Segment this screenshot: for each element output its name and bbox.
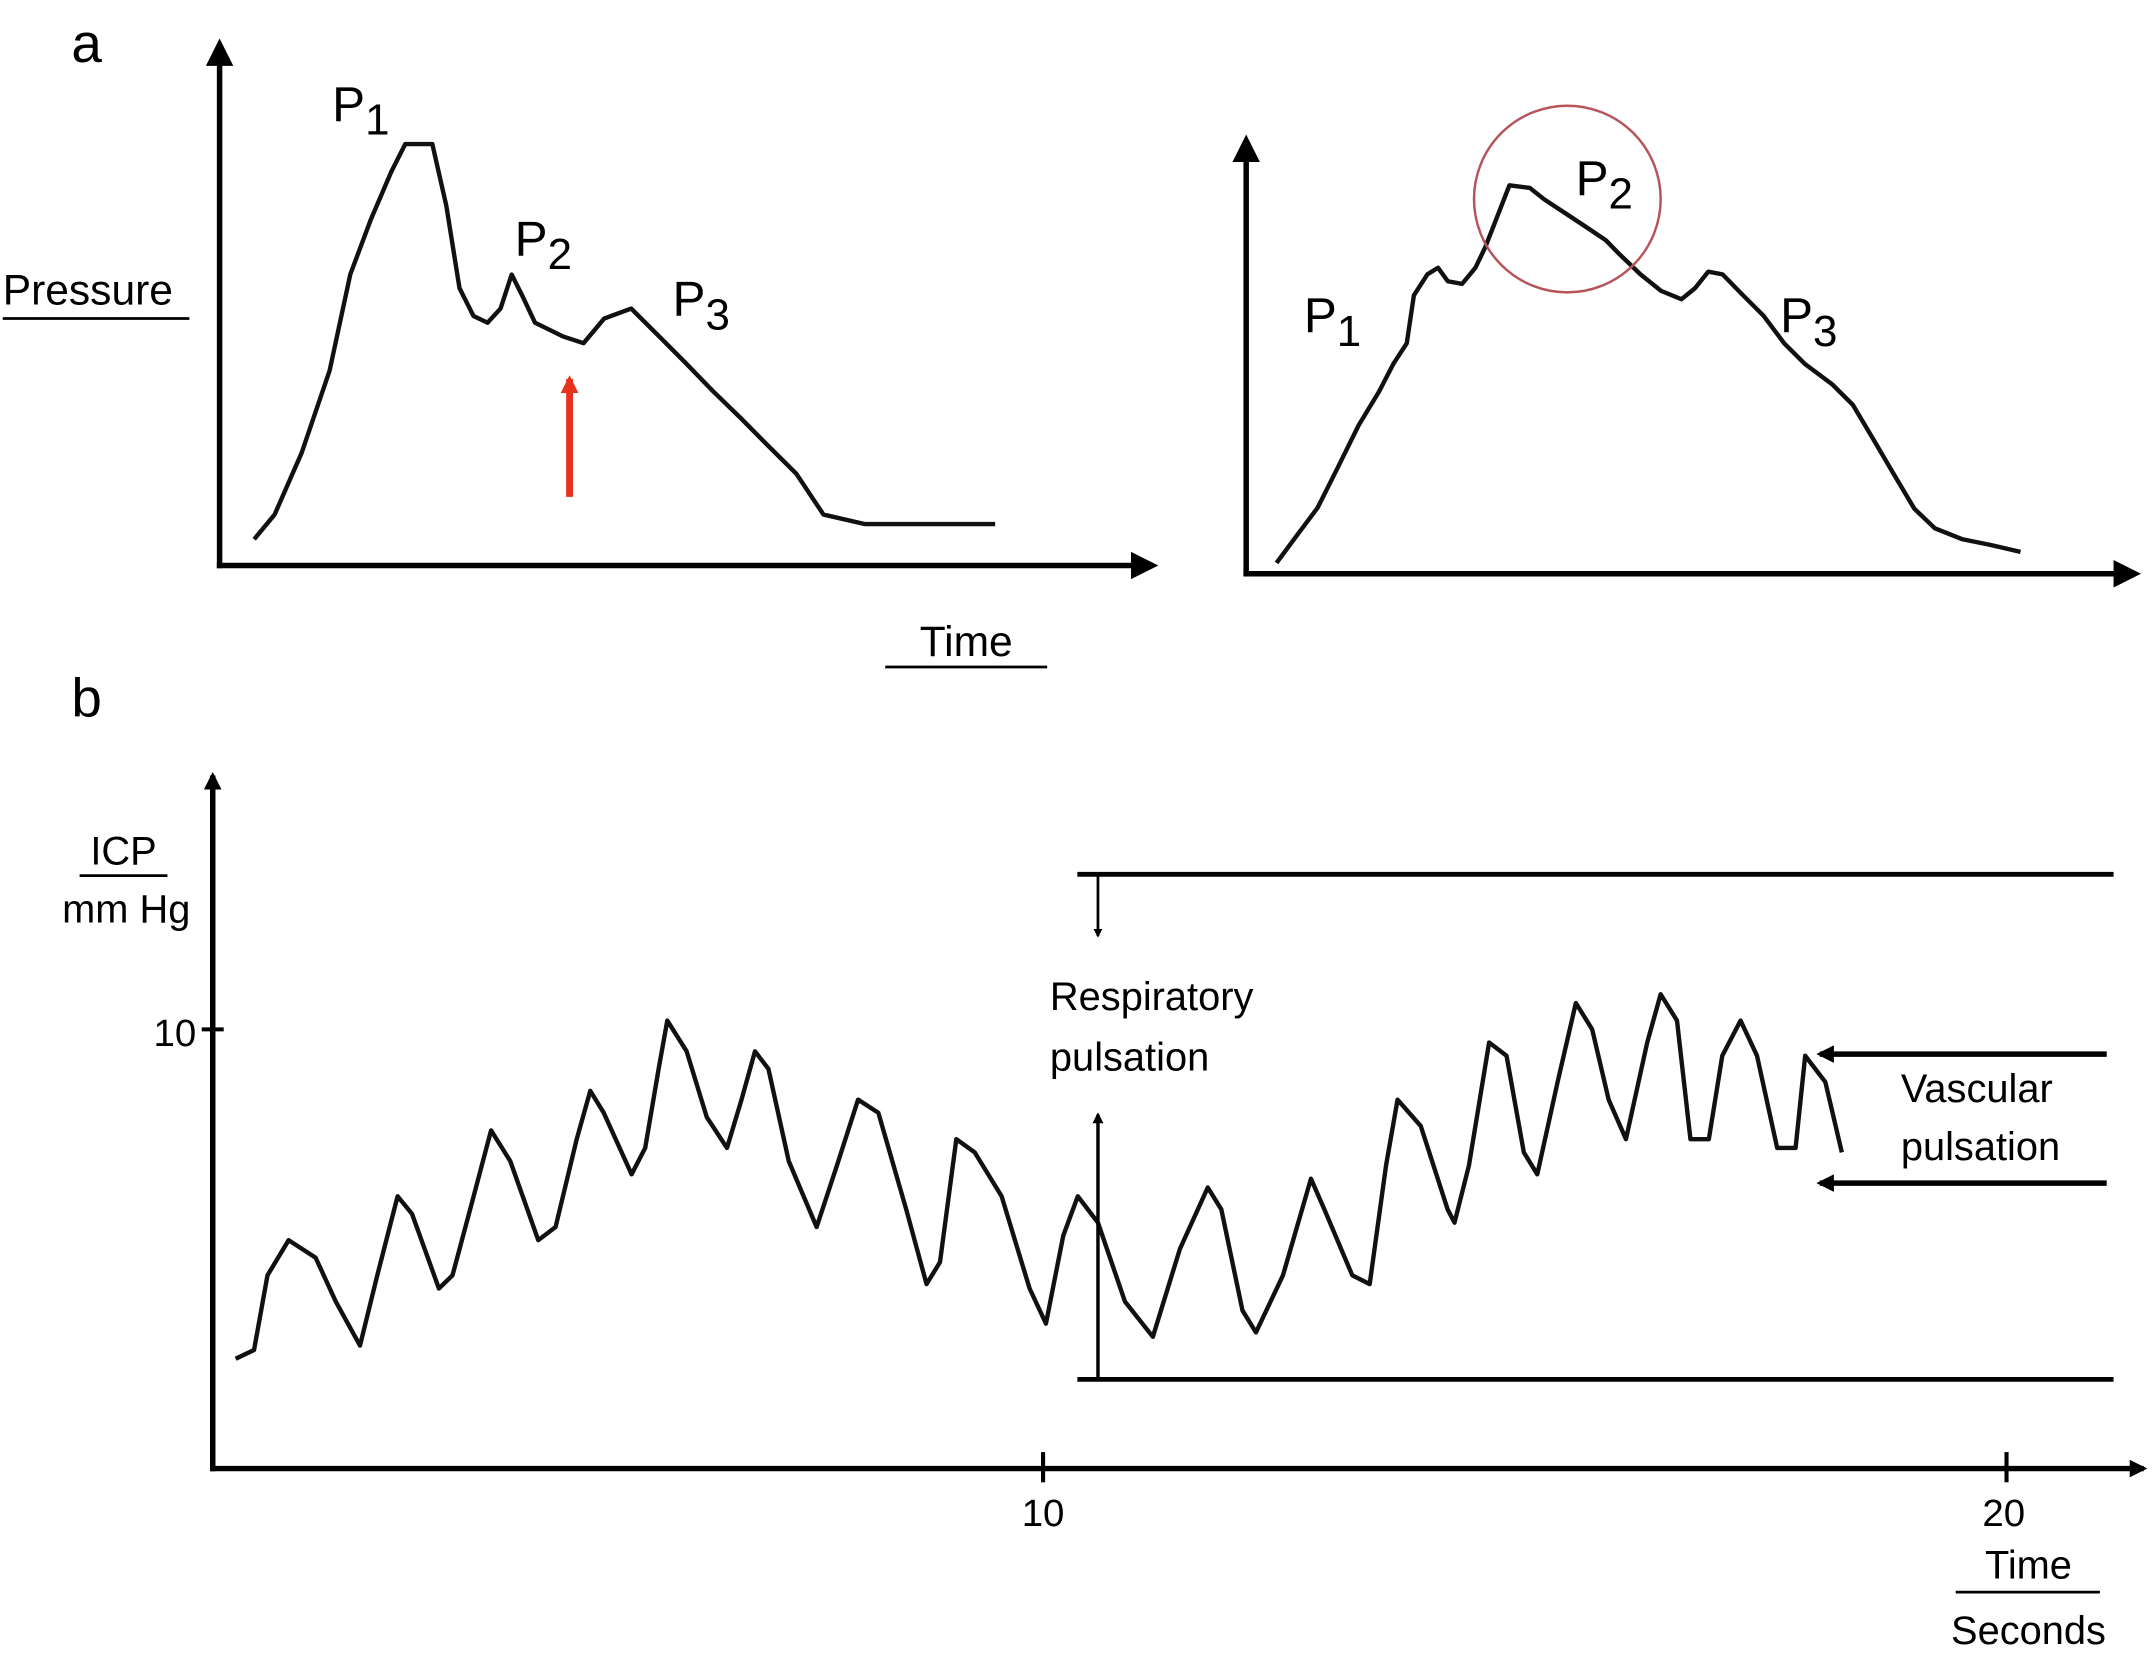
panel-b: 10 10 20 ICP mm Hg Time Seconds Respirat…: [62, 771, 2148, 1653]
panel-label-b: b: [71, 666, 102, 728]
pressure-waveform-line: [252, 141, 996, 541]
panel-label-a: a: [71, 12, 102, 74]
vascular-label-line1: Vascular: [1901, 1067, 2053, 1111]
pressure-waveform-line: [1274, 183, 2022, 565]
peak-label-p3: P3: [1780, 288, 1837, 356]
icp-waveform-line: [234, 992, 1844, 1361]
y-tick-label: 10: [154, 1012, 197, 1055]
x-axis-label-top: Time: [1985, 1543, 2072, 1587]
panel-a-left: Pressure Time P1 P2 P3: [3, 38, 1159, 669]
panel-a-right: P1 P2 P3: [1232, 104, 2142, 588]
x-tick-label: 20: [1982, 1492, 2025, 1535]
y-axis-label: Pressure: [3, 267, 173, 315]
p2-highlight-circle: [1472, 104, 1662, 294]
peak-label-p1: P1: [332, 77, 389, 145]
peak-label-p2: P2: [515, 211, 572, 279]
x-axis-label-unit: Seconds: [1951, 1609, 2106, 1653]
peak-label-p3: P3: [673, 272, 730, 340]
peak-label-p1: P1: [1304, 288, 1361, 356]
respiratory-label-line1: Respiratory: [1050, 975, 1254, 1019]
y-axis-label-top: ICP: [90, 830, 156, 874]
x-tick-label: 10: [1022, 1492, 1065, 1535]
vascular-label-line2: pulsation: [1901, 1125, 2060, 1169]
peak-label-p2: P2: [1576, 151, 1633, 219]
x-axis-label: Time: [920, 618, 1013, 666]
respiratory-label-line2: pulsation: [1050, 1036, 1209, 1080]
y-axis-label-unit: mm Hg: [62, 887, 190, 931]
